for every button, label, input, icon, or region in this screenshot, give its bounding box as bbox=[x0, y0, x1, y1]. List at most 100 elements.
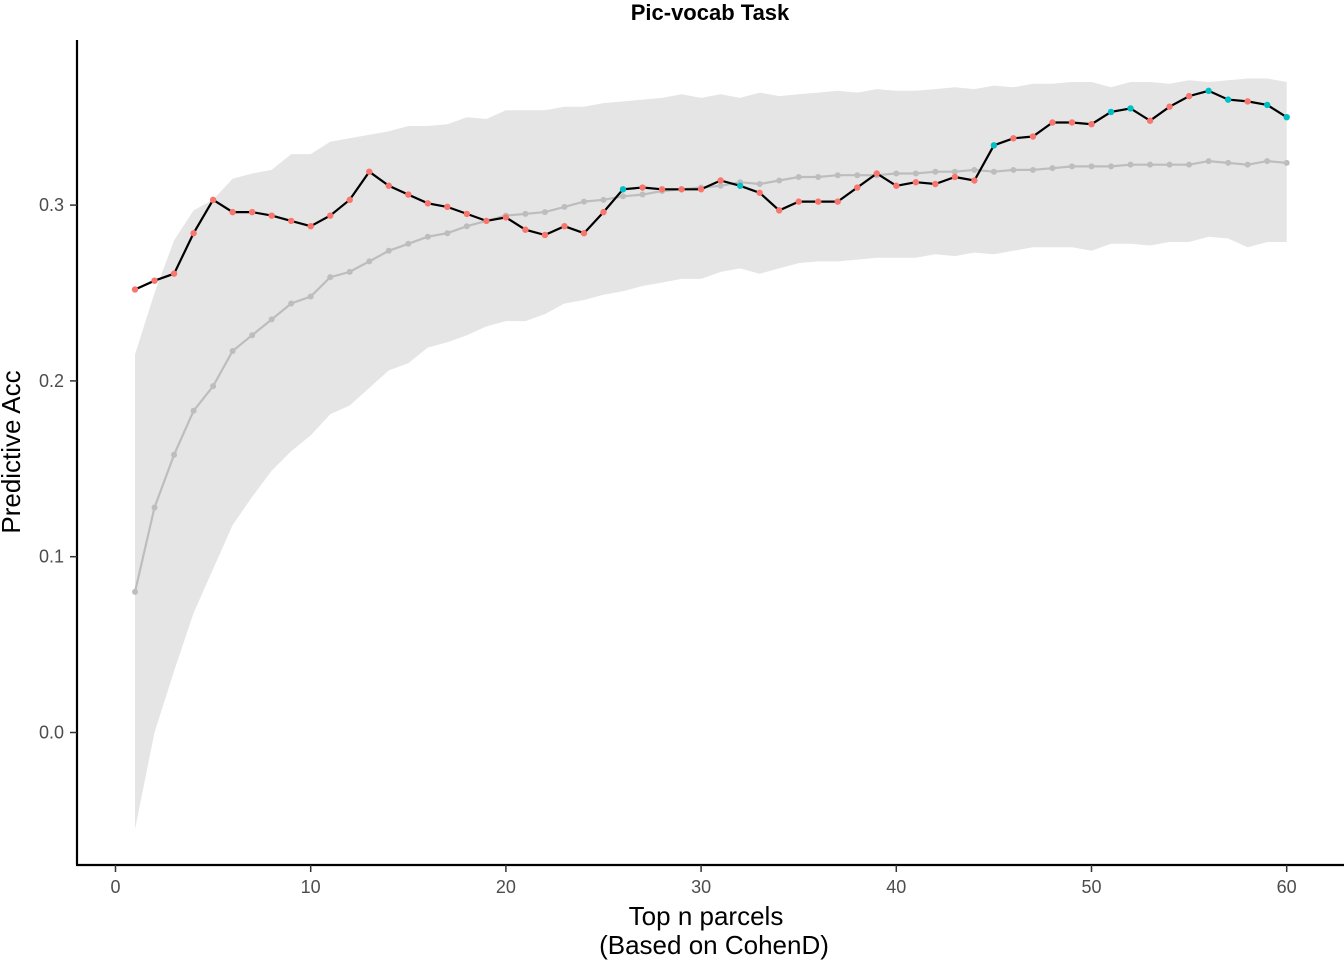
null-mean-point bbox=[346, 268, 353, 275]
x-tick-label: 10 bbox=[301, 877, 321, 897]
observed-point bbox=[541, 231, 549, 239]
y-tick-label: 0.3 bbox=[39, 195, 64, 215]
observed-point bbox=[463, 210, 471, 218]
null-mean-point bbox=[932, 168, 939, 175]
null-mean-point bbox=[971, 166, 978, 173]
null-mean-point bbox=[444, 230, 451, 237]
x-tick-label: 0 bbox=[110, 877, 120, 897]
null-mean-point bbox=[1068, 163, 1075, 170]
observed-point bbox=[873, 170, 880, 177]
observed-point bbox=[678, 186, 685, 193]
null-mean-point bbox=[951, 168, 958, 175]
null-mean-point bbox=[1205, 158, 1212, 165]
x-tick-label: 30 bbox=[691, 877, 711, 897]
observed-point bbox=[1107, 108, 1115, 116]
y-axis-title: Predictive Acc bbox=[0, 370, 26, 533]
null-mean-point bbox=[1147, 161, 1154, 168]
null-mean-point bbox=[620, 193, 627, 200]
observed-point bbox=[405, 191, 412, 198]
null-mean-point bbox=[132, 588, 139, 595]
observed-point bbox=[1283, 114, 1290, 121]
null-mean-point bbox=[912, 170, 919, 177]
null-mean-line bbox=[133, 159, 1287, 593]
observed-point bbox=[1185, 92, 1193, 100]
observed-point bbox=[1146, 117, 1154, 124]
null-mean-point bbox=[1244, 161, 1251, 168]
observed-point bbox=[580, 230, 588, 237]
observed-point bbox=[1166, 103, 1173, 110]
observed-point bbox=[366, 168, 373, 175]
observed-point bbox=[717, 177, 724, 184]
null-mean-point bbox=[815, 173, 822, 180]
null-mean-point bbox=[385, 247, 392, 254]
observed-point bbox=[1205, 87, 1212, 95]
null-mean-point bbox=[756, 181, 763, 188]
null-mean-point bbox=[1225, 159, 1232, 166]
observed-point bbox=[483, 217, 490, 225]
observed-point bbox=[658, 186, 666, 193]
null-mean-point bbox=[249, 332, 256, 339]
null-mean-point bbox=[1010, 166, 1017, 173]
x-axis-ticks: 0 10 20 30 40 50 60 bbox=[110, 865, 1297, 897]
null-mean-point bbox=[1186, 161, 1193, 168]
null-mean-point bbox=[795, 173, 802, 180]
null-mean-point bbox=[229, 348, 236, 355]
observed-point bbox=[209, 196, 217, 204]
observed-point bbox=[619, 186, 627, 193]
x-tick-label: 50 bbox=[1081, 877, 1101, 897]
x-axis-subtitle: (Based on CohenD) bbox=[599, 930, 829, 960]
observed-point bbox=[932, 180, 939, 188]
null-mean-point bbox=[268, 316, 275, 323]
null-mean-point bbox=[580, 198, 587, 205]
null-mean-point bbox=[717, 182, 724, 189]
null-mean-point bbox=[1264, 158, 1271, 165]
observed-point bbox=[229, 208, 236, 216]
observed-point bbox=[1224, 96, 1232, 103]
observed-point bbox=[1244, 98, 1251, 105]
observed-point bbox=[1029, 133, 1037, 140]
null-mean-point bbox=[1108, 163, 1115, 170]
observed-point bbox=[327, 212, 334, 219]
y-tick-label: 0.0 bbox=[39, 723, 64, 743]
null-mean-point bbox=[1088, 163, 1095, 170]
y-tick-label: 0.2 bbox=[39, 371, 64, 391]
null-mean-point bbox=[522, 210, 529, 217]
observed-point bbox=[561, 222, 568, 230]
null-mean-point bbox=[541, 209, 548, 216]
observed-points bbox=[131, 87, 1290, 293]
null-mean-point bbox=[854, 172, 861, 179]
observed-point bbox=[912, 179, 920, 186]
null-mean-point bbox=[424, 233, 431, 240]
x-tick-label: 60 bbox=[1277, 877, 1297, 897]
null-mean-point bbox=[561, 203, 568, 210]
observed-point bbox=[502, 214, 510, 221]
null-mean-points bbox=[132, 158, 1290, 595]
null-mean-point bbox=[1049, 165, 1056, 172]
null-mean-point bbox=[405, 240, 412, 247]
chart-title: Pic-vocab Task bbox=[631, 0, 790, 25]
observed-point bbox=[834, 198, 841, 205]
null-mean-point bbox=[1166, 161, 1173, 168]
y-axis-ticks: 0.0 0.1 0.2 0.3 bbox=[39, 195, 77, 743]
observed-point bbox=[1263, 101, 1271, 109]
observed-point bbox=[600, 208, 607, 216]
null-mean-point bbox=[990, 168, 997, 175]
null-mean-point bbox=[190, 407, 197, 414]
null-mean-point bbox=[171, 451, 178, 458]
observed-point bbox=[131, 286, 139, 293]
y-tick-label: 0.1 bbox=[39, 547, 64, 567]
observed-point bbox=[268, 212, 275, 219]
observed-point bbox=[190, 230, 197, 237]
observed-point bbox=[1010, 135, 1017, 142]
observed-point bbox=[854, 184, 861, 191]
observed-point bbox=[346, 196, 353, 204]
null-mean-point bbox=[1029, 166, 1036, 173]
observed-point bbox=[248, 208, 256, 216]
observed-point bbox=[736, 182, 744, 189]
null-confidence-band bbox=[135, 78, 1287, 830]
observed-point bbox=[990, 142, 998, 149]
observed-line bbox=[134, 89, 1288, 291]
observed-point bbox=[424, 200, 432, 207]
null-mean-point bbox=[893, 170, 900, 177]
